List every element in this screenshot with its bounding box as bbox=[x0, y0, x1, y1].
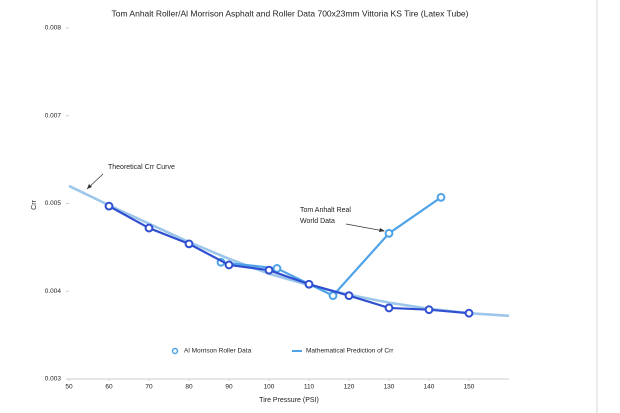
x-tick-label: 70 bbox=[145, 384, 153, 391]
x-tick-label: 90 bbox=[225, 384, 233, 391]
x-tick-label: 110 bbox=[304, 384, 315, 391]
data-point bbox=[384, 303, 394, 313]
arrowhead bbox=[87, 184, 92, 189]
data-point bbox=[424, 305, 434, 315]
x-tick-label: 140 bbox=[424, 384, 435, 391]
data-point bbox=[304, 279, 314, 289]
legend-label: Mathematical Prediction of Crr bbox=[306, 348, 394, 355]
data-point bbox=[464, 308, 474, 318]
data-point bbox=[272, 264, 282, 273]
data-point bbox=[184, 239, 194, 249]
y-tick-label: 0.005 bbox=[45, 200, 62, 207]
chart-title: Tom Anhalt Roller/Al Morrison Asphalt an… bbox=[111, 8, 468, 18]
y-axis-label: Crr bbox=[31, 199, 38, 209]
x-tick-label: 150 bbox=[464, 384, 475, 391]
legend-marker bbox=[171, 347, 179, 355]
arrowhead bbox=[379, 228, 385, 232]
x-tick-label: 50 bbox=[65, 384, 73, 391]
data-point bbox=[144, 223, 154, 233]
data-point bbox=[264, 265, 274, 275]
x-tick-label: 120 bbox=[344, 384, 355, 391]
data-point bbox=[328, 291, 338, 301]
data-point bbox=[384, 228, 394, 238]
annotation: Theoretical Crr Curve bbox=[108, 164, 175, 171]
x-axis-label: Tire Pressure (PSI) bbox=[259, 397, 319, 404]
y-tick-label: 0.008 bbox=[45, 25, 62, 32]
x-tick-label: 60 bbox=[105, 384, 113, 391]
data-point bbox=[344, 291, 354, 301]
annotation: World Data bbox=[300, 218, 335, 225]
x-tick-label: 80 bbox=[185, 384, 193, 391]
series-line bbox=[68, 184, 510, 318]
legend-label: Al Morrison Roller Data bbox=[184, 348, 252, 355]
data-point bbox=[104, 201, 114, 211]
x-tick-label: 130 bbox=[384, 384, 395, 391]
data-point bbox=[224, 260, 234, 270]
y-tick-label: 0.004 bbox=[45, 288, 62, 295]
annotation: Tom Anhalt Real bbox=[300, 207, 351, 214]
series-line bbox=[108, 205, 470, 315]
y-tick-label: 0.007 bbox=[45, 112, 62, 119]
y-tick-label: 0.003 bbox=[45, 376, 62, 383]
data-point bbox=[436, 192, 446, 202]
annotation-arrow bbox=[345, 223, 385, 232]
x-tick-label: 100 bbox=[264, 384, 275, 391]
